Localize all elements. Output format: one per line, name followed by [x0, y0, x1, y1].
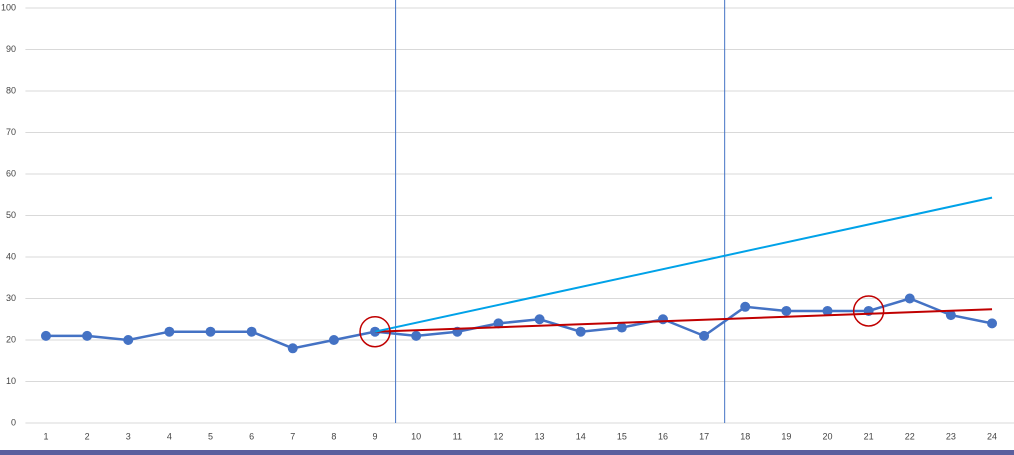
y-tick-label: 90 — [6, 44, 16, 54]
highlight-circle — [359, 315, 391, 348]
data-point — [328, 335, 339, 345]
x-tick-label: 4 — [167, 431, 172, 441]
y-tick-label: 50 — [6, 210, 16, 220]
x-tick-label: 21 — [864, 431, 874, 441]
data-point — [411, 330, 422, 341]
x-tick-label: 12 — [493, 431, 503, 441]
x-tick-label: 13 — [535, 431, 545, 441]
data-point — [246, 326, 257, 337]
y-tick-label: 40 — [6, 251, 16, 261]
x-tick-label: 1 — [43, 431, 48, 441]
x-tick-label: 22 — [905, 431, 915, 441]
y-tick-label: 100 — [1, 2, 16, 12]
x-tick-label: 24 — [987, 431, 997, 441]
x-tick-label: 11 — [453, 431, 462, 441]
x-tick-label: 9 — [373, 431, 378, 441]
x-tick-label: 7 — [290, 431, 295, 441]
x-tick-label: 3 — [126, 431, 131, 441]
data-point — [123, 335, 134, 345]
data-point — [945, 310, 956, 321]
data-point — [987, 318, 998, 329]
data-point — [740, 301, 751, 312]
x-tick-label: 5 — [208, 431, 213, 441]
y-tick-label: 10 — [6, 376, 16, 386]
x-tick-label: 6 — [249, 431, 254, 441]
data-point — [904, 293, 915, 304]
data-point — [534, 314, 545, 325]
highlight-circle — [852, 295, 885, 327]
data-point — [616, 322, 627, 333]
x-tick-label: 18 — [740, 431, 750, 441]
data-point — [822, 305, 833, 316]
y-tick-label: 80 — [6, 85, 16, 95]
trend-line — [374, 196, 993, 333]
y-tick-label: 30 — [6, 293, 16, 303]
x-tick-label: 16 — [658, 431, 668, 441]
data-point — [657, 314, 668, 325]
x-tick-label: 20 — [822, 431, 832, 441]
y-tick-label: 70 — [6, 127, 16, 137]
data-point — [781, 305, 792, 316]
x-tick-label: 2 — [85, 431, 90, 441]
data-point — [82, 330, 93, 341]
x-tick-label: 10 — [411, 431, 421, 441]
data-point — [575, 326, 586, 337]
data-point — [287, 343, 298, 354]
data-point — [493, 318, 504, 329]
data-point — [699, 330, 710, 341]
data-point — [205, 326, 216, 337]
x-tick-label: 8 — [331, 431, 336, 441]
x-tick-label: 23 — [946, 431, 956, 441]
y-tick-label: 60 — [6, 168, 16, 178]
data-point — [164, 326, 175, 337]
data-point — [40, 330, 51, 341]
x-tick-label: 17 — [699, 431, 709, 441]
y-tick-label: 20 — [6, 334, 16, 344]
x-tick-label: 15 — [617, 431, 627, 441]
bottom-bar — [0, 450, 1014, 455]
x-tick-label: 14 — [576, 431, 586, 441]
data-line — [45, 297, 993, 350]
trend-line — [374, 308, 993, 333]
x-tick-label: 19 — [781, 431, 791, 441]
y-tick-label: 0 — [11, 417, 16, 427]
